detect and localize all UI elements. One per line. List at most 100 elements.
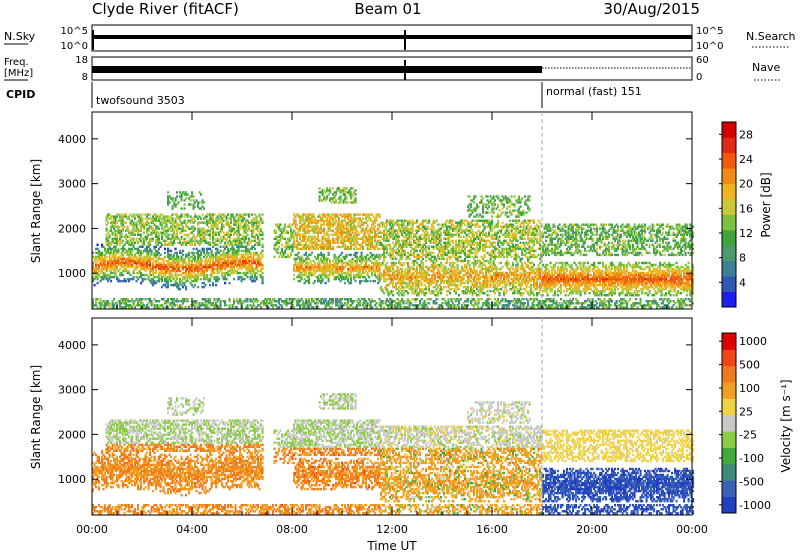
heatmap-cell <box>233 261 236 265</box>
heatmap-cell <box>191 195 194 198</box>
heatmap-cell <box>389 265 392 269</box>
heatmap-cell <box>102 259 105 263</box>
heatmap-cell <box>399 281 402 285</box>
heatmap-cell <box>231 247 234 251</box>
heatmap-cell <box>345 215 348 218</box>
heatmap-cell <box>207 221 210 224</box>
heatmap-cell <box>216 267 219 271</box>
heatmap-cell <box>386 290 389 293</box>
heatmap-cell <box>135 261 138 265</box>
heatmap-cell <box>264 298 267 301</box>
heatmap-cell <box>326 233 329 236</box>
heatmap-cell <box>104 273 107 277</box>
heatmap-cell <box>213 255 216 259</box>
heatmap-cell <box>230 269 233 273</box>
heatmap-cell <box>120 279 123 283</box>
cpid-label: CPID <box>6 88 35 101</box>
heatmap-cell <box>150 249 153 253</box>
heatmap-cell <box>251 239 254 242</box>
heatmap-cell <box>206 215 209 218</box>
heatmap-cell <box>354 217 357 220</box>
heatmap-cell <box>207 241 210 244</box>
heatmap-cell <box>314 263 317 267</box>
heatmap-cell <box>231 269 234 273</box>
heatmap-cell <box>411 265 414 269</box>
heatmap-cell <box>339 273 342 277</box>
heatmap-cell <box>342 243 345 246</box>
heatmap-cell <box>237 251 240 255</box>
heatmap-cell <box>423 219 426 222</box>
heatmap-cell <box>155 261 158 265</box>
heatmap-cell <box>209 215 212 218</box>
heatmap-cell <box>254 273 257 277</box>
heatmap-cell <box>192 275 195 279</box>
heatmap-cell <box>93 269 96 273</box>
heatmap-cell <box>399 279 402 283</box>
heatmap-cell <box>213 271 216 275</box>
heatmap-cell <box>240 263 243 267</box>
heatmap-cell <box>315 241 318 244</box>
heatmap-cell <box>201 265 204 269</box>
heatmap-cell <box>374 263 377 267</box>
heatmap-cell <box>255 253 258 257</box>
heatmap-cell <box>402 306 405 309</box>
heatmap-cell <box>303 233 306 236</box>
heatmap-cell <box>186 263 189 267</box>
heatmap-cell <box>96 243 99 246</box>
heatmap-cell <box>174 199 177 202</box>
heatmap-cell <box>197 223 200 226</box>
heatmap-cell <box>162 231 165 234</box>
heatmap-cell <box>182 298 185 301</box>
heatmap-cell <box>222 249 225 253</box>
heatmap-cell <box>305 235 308 238</box>
heatmap-cell <box>240 243 243 246</box>
heatmap-cell <box>125 269 128 273</box>
heatmap-cell <box>129 304 132 307</box>
heatmap-cell <box>155 251 158 255</box>
heatmap-cell <box>245 221 248 224</box>
heatmap-cell <box>339 199 342 202</box>
heatmap-cell <box>185 213 188 216</box>
heatmap-cell <box>111 231 114 234</box>
heatmap-cell <box>378 225 381 228</box>
heatmap-cell <box>305 225 308 228</box>
heatmap-cell <box>171 233 174 236</box>
heatmap-cell <box>332 247 335 251</box>
heatmap-cell <box>416 219 419 222</box>
heatmap-cell <box>120 253 123 257</box>
heatmap-cell <box>206 213 209 216</box>
heatmap-cell <box>225 217 228 220</box>
heatmap-cell <box>237 263 240 267</box>
heatmap-cell <box>285 239 288 242</box>
heatmap-cell <box>182 277 185 281</box>
heatmap-cell <box>344 189 347 192</box>
heatmap-cell <box>300 298 303 301</box>
heatmap-cell <box>384 300 387 303</box>
heatmap-cell <box>275 243 278 246</box>
heatmap-cell <box>120 247 123 251</box>
heatmap-cell <box>216 263 219 267</box>
heatmap-cell <box>339 239 342 242</box>
heatmap-cell <box>327 277 330 281</box>
heatmap-cell <box>168 201 171 204</box>
heatmap-cell <box>176 237 179 240</box>
heatmap-cell <box>171 261 174 265</box>
heatmap-cell <box>252 245 255 248</box>
heatmap-cell <box>398 253 401 257</box>
heatmap-cell <box>191 263 194 267</box>
heatmap-cell <box>114 302 117 305</box>
heatmap-cell <box>297 302 300 305</box>
heatmap-cell <box>270 300 273 303</box>
heatmap-cell <box>99 304 102 307</box>
heatmap-cell <box>375 235 378 238</box>
heatmap-cell <box>320 219 323 222</box>
heatmap-cell <box>321 189 324 192</box>
heatmap-cell <box>377 223 380 226</box>
heatmap-cell <box>330 201 333 204</box>
heatmap-cell <box>321 193 324 196</box>
heatmap-cell <box>194 213 197 216</box>
heatmap-cell <box>225 223 228 226</box>
heatmap-cell <box>303 243 306 246</box>
heatmap-cell <box>114 253 117 257</box>
heatmap-cell <box>294 233 297 236</box>
